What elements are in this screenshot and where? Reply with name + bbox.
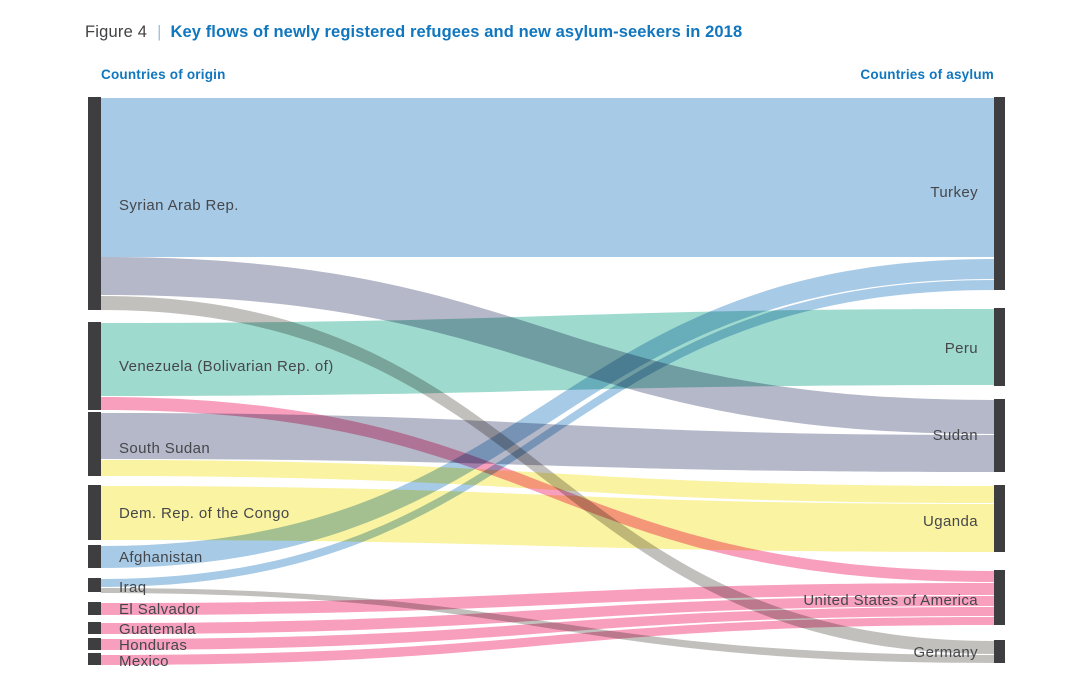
asylum-node-label: Sudan — [933, 427, 978, 444]
asylum-node-label: Uganda — [923, 513, 978, 530]
origin-node-label: Iraq — [119, 579, 146, 596]
origin-node-label: Syrian Arab Rep. — [119, 197, 239, 214]
asylum-node-bar — [994, 399, 1005, 472]
asylum-node-bar — [994, 97, 1005, 290]
flow-ribbon — [101, 98, 994, 257]
origin-node-label: Dem. Rep. of the Congo — [119, 505, 290, 522]
asylum-node-label: United States of America — [803, 592, 978, 609]
asylum-node-bar — [994, 640, 1005, 663]
flow-ribbons-layer — [101, 98, 994, 665]
origin-node-label: Afghanistan — [119, 549, 203, 566]
origin-node-label: El Salvador — [119, 601, 200, 618]
flow-ribbon — [101, 460, 994, 503]
origin-node-bar — [88, 485, 101, 540]
origin-node-bar — [88, 602, 101, 615]
origin-node-label: Honduras — [119, 637, 187, 654]
origin-node-bar — [88, 322, 101, 410]
asylum-node-label: Turkey — [930, 184, 978, 201]
figure-number-label: Figure 4 — [85, 23, 148, 41]
flow-ribbon — [101, 607, 994, 650]
asylum-node-bar — [994, 308, 1005, 386]
asylum-node-bar — [994, 570, 1005, 625]
origin-node-bar — [88, 638, 101, 650]
flow-ribbon — [101, 259, 994, 568]
asylum-node-bar — [994, 485, 1005, 552]
origin-node-label: Mexico — [119, 653, 169, 670]
origin-node-bar — [88, 412, 101, 476]
flow-ribbon — [101, 617, 994, 665]
origin-node-bar — [88, 545, 101, 568]
origin-node-bar — [88, 622, 101, 634]
origin-node-bar — [88, 97, 101, 310]
figure-header: Figure 4 | Key flows of newly registered r… — [85, 21, 742, 43]
node-labels-layer: Syrian Arab Rep. Venezuela (Bolivarian Re… — [119, 184, 978, 670]
figure-title: Key flows of newly registered refugees a… — [170, 23, 743, 41]
flow-ribbon — [101, 309, 994, 396]
asylum-node-label: Peru — [945, 340, 978, 357]
origin-node-bar — [88, 578, 101, 592]
flow-ribbon — [101, 583, 994, 615]
origin-node-bar — [88, 653, 101, 665]
flow-ribbon — [101, 280, 994, 587]
node-bars-layer — [88, 97, 1005, 665]
column-header-origin: Countries of origin — [101, 67, 226, 82]
flow-ribbon — [101, 413, 994, 472]
origin-node-label: Venezuela (Bolivarian Rep. of) — [119, 358, 334, 375]
origin-node-label: Guatemala — [119, 621, 196, 638]
figure-title-separator: | — [157, 23, 162, 41]
column-header-asylum: Countries of asylum — [860, 67, 994, 82]
flow-ribbon — [101, 596, 994, 634]
asylum-node-label: Germany — [914, 644, 979, 661]
origin-node-label: South Sudan — [119, 440, 210, 457]
